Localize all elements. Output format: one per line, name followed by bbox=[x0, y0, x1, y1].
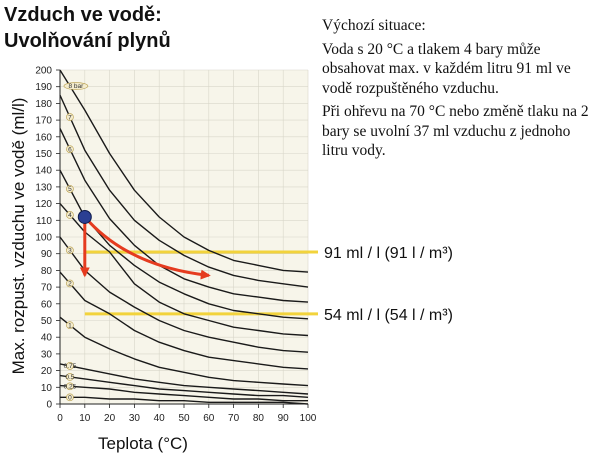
x-tick-label: 60 bbox=[203, 413, 215, 424]
x-tick-label: 0 bbox=[57, 413, 63, 424]
curve-label-text: 4 bbox=[68, 212, 72, 219]
curve-label-text: 0.5 bbox=[65, 374, 74, 381]
x-tick-label: 20 bbox=[104, 413, 116, 424]
x-tick-label: 40 bbox=[154, 413, 166, 424]
y-tick-label: 30 bbox=[41, 349, 53, 360]
y-axis-label: Max. rozpust. vzduchu ve vodě (ml/l) bbox=[9, 98, 28, 375]
curve-label-badge bbox=[66, 211, 74, 219]
curve-7 bbox=[59, 94, 309, 288]
curve-label-badge bbox=[66, 185, 74, 193]
y-tick-label: 150 bbox=[35, 149, 52, 160]
notes-paragraph-2: Při ohřevu na 70 °C nebo změně tlaku na … bbox=[322, 103, 589, 159]
curve-label-text: 0 bbox=[68, 395, 72, 402]
y-tick-label: 40 bbox=[41, 333, 53, 344]
arrows bbox=[79, 215, 211, 280]
reference-label-54: 54 ml / l (54 l / m³) bbox=[324, 307, 453, 324]
arrow-2 bbox=[83, 215, 211, 280]
start-point-marker bbox=[77, 209, 92, 224]
y-tick-label: 190 bbox=[35, 82, 52, 93]
grid bbox=[59, 69, 309, 405]
curve-5 bbox=[59, 169, 309, 320]
y-tick-label: 20 bbox=[41, 366, 53, 377]
y-tick-label: 130 bbox=[35, 182, 52, 193]
y-tick-label: 100 bbox=[35, 233, 52, 244]
curve-4 bbox=[59, 203, 309, 337]
curve-label-badge bbox=[63, 82, 89, 90]
x-tick-label: 10 bbox=[79, 413, 91, 424]
x-tick-label: 90 bbox=[278, 413, 290, 424]
curve-label-text: 0.25 bbox=[64, 383, 77, 390]
x-tick-label: 30 bbox=[129, 413, 141, 424]
title-line-1: Vzduch ve vodě: bbox=[4, 4, 162, 26]
y-tick-label: 180 bbox=[35, 99, 52, 110]
curve-labels: 8 bar 7 6 5 4 3 2 1 0.75 0.5 0.25 0 bbox=[63, 82, 89, 402]
x-tick-label: 100 bbox=[300, 413, 317, 424]
curve-label-text: 0.75 bbox=[64, 363, 77, 370]
y-tick-label: 120 bbox=[35, 199, 52, 210]
y-tick-label: 200 bbox=[35, 66, 52, 77]
pressure-curves bbox=[59, 69, 309, 405]
curve-3 bbox=[59, 236, 309, 353]
reference-lines bbox=[84, 250, 318, 316]
notes-paragraph-1: Voda s 20 °C a tlakem 4 bary může obsaho… bbox=[322, 40, 571, 97]
y-tick-label: 80 bbox=[41, 266, 53, 277]
curve-2 bbox=[59, 271, 309, 370]
curve-1 bbox=[59, 316, 309, 387]
y-tick-label: 90 bbox=[41, 249, 53, 260]
curve-0.5 bbox=[59, 374, 309, 398]
notes-heading: Výchozí situace: bbox=[322, 17, 426, 34]
x-tick-label: 80 bbox=[253, 413, 265, 424]
curve-label-text: 3 bbox=[68, 248, 72, 255]
x-axis-label: Teplota (°C) bbox=[98, 434, 188, 453]
curve-label-text: 7 bbox=[68, 114, 72, 121]
curve-label-text: 5 bbox=[68, 186, 72, 193]
curve-label-text: 8 bar bbox=[69, 83, 85, 90]
curve-label-badge bbox=[66, 279, 74, 288]
curve-8-bar bbox=[59, 69, 309, 273]
y-tick-label: 0 bbox=[46, 400, 52, 411]
y-tick-label: 160 bbox=[35, 132, 52, 143]
curve-label-badge bbox=[66, 382, 74, 391]
y-tick-label: 70 bbox=[41, 283, 53, 294]
y-tick-label: 60 bbox=[41, 299, 53, 310]
curve-label-badge bbox=[66, 362, 74, 370]
x-tick-label: 50 bbox=[178, 413, 190, 424]
y-tick-label: 50 bbox=[41, 316, 53, 327]
x-axis-ticks: 0 10 20 30 40 50 60 70 80 90 100 bbox=[57, 404, 317, 424]
y-tick-label: 110 bbox=[36, 216, 52, 227]
curve-label-text: 1 bbox=[68, 322, 72, 329]
y-tick-label: 10 bbox=[41, 383, 53, 394]
curve-label-text: 6 bbox=[68, 146, 72, 153]
curve-label-badge bbox=[66, 393, 74, 402]
curve-0.25 bbox=[59, 384, 308, 402]
curve-6 bbox=[59, 128, 309, 303]
y-tick-label: 170 bbox=[35, 116, 52, 127]
curve-label-text: 2 bbox=[68, 281, 72, 288]
curve-label-badge bbox=[66, 145, 74, 153]
y-tick-label: 140 bbox=[35, 166, 52, 177]
reference-label-91: 91 ml / l (91 l / m³) bbox=[324, 245, 453, 262]
curve-label-badge bbox=[66, 373, 74, 381]
y-axis-ticks: 0 10 20 30 40 50 60 70 80 90 100 110 120 130 140 150 160… bbox=[35, 66, 60, 411]
x-tick-label: 70 bbox=[228, 413, 240, 424]
title-line-2: Uvolňování plynů bbox=[4, 30, 171, 52]
curve-label-badge bbox=[66, 321, 74, 329]
curve-label-badge bbox=[66, 113, 74, 121]
notes-panel: Výchozí situace: Voda s 20 °C a tlakem 4… bbox=[322, 16, 598, 165]
curve-label-badge bbox=[66, 246, 74, 255]
curve-0 bbox=[60, 396, 309, 405]
curve-0.75 bbox=[59, 363, 309, 395]
